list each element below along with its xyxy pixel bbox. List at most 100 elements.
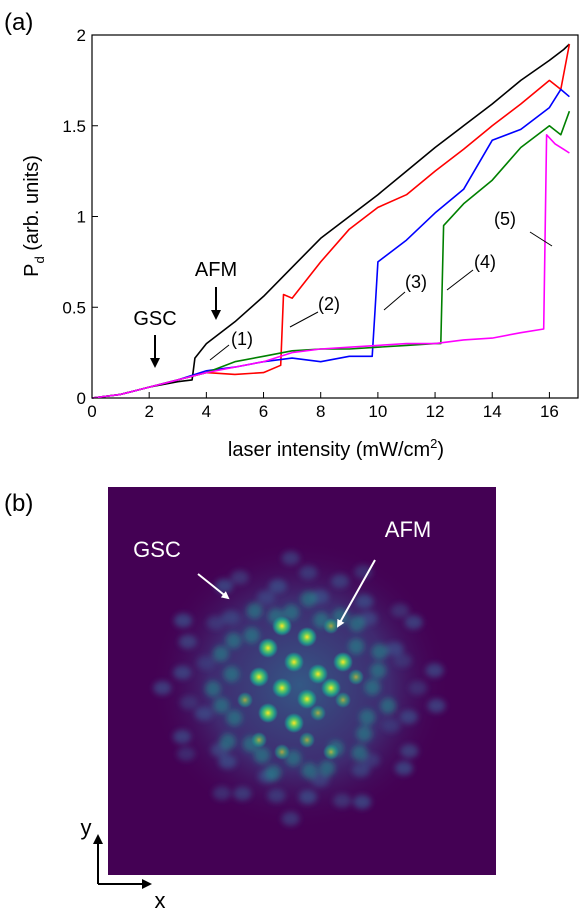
- halo-lobe: [257, 590, 276, 605]
- halo-lobe: [391, 603, 410, 618]
- x-tick-label: 0: [87, 402, 96, 421]
- y-axis-label-sub: d: [32, 256, 47, 263]
- curve-label-2: (2): [318, 294, 340, 314]
- halo-lobe: [268, 579, 287, 594]
- halo-lobe: [206, 615, 225, 630]
- halo-lobe: [225, 632, 242, 649]
- lattice-spot: [297, 689, 317, 709]
- x-tick-label: 16: [540, 402, 559, 421]
- halo-lobe: [219, 733, 236, 750]
- x-ticks: 0 2 4 6 8 10 12 14 16: [87, 392, 559, 421]
- halo-lobe: [212, 786, 231, 801]
- y-tick-label: 0: [77, 389, 86, 408]
- image-label-gsc: GSC: [133, 537, 181, 562]
- halo-lobe: [331, 574, 349, 589]
- halo-lobe: [301, 762, 318, 779]
- halo-lobe: [353, 795, 372, 809]
- halo-lobe: [213, 697, 230, 714]
- series-line-4: [91, 110, 571, 399]
- halo-lobe: [359, 709, 376, 726]
- lattice-spot: [299, 732, 315, 748]
- lattice-spot: [258, 638, 278, 658]
- halo-lobe: [300, 591, 317, 607]
- lattice-spot: [297, 627, 317, 647]
- halo-lobe: [243, 627, 260, 644]
- halo-lobe: [319, 760, 335, 777]
- x-tick-label: 10: [368, 402, 387, 421]
- y-tick-label: 1: [77, 208, 86, 227]
- halo-lobe: [370, 662, 387, 679]
- halo-lobe: [382, 718, 401, 733]
- lattice-spot: [272, 678, 292, 698]
- halo-lobe: [400, 744, 419, 759]
- leader-1: [209, 344, 230, 361]
- halo-lobe: [425, 663, 444, 678]
- image-label-afm: AFM: [385, 517, 431, 542]
- halo-lobe: [281, 811, 300, 826]
- y-axis-label-rest: (arb. units): [21, 155, 43, 256]
- x-axis-label-sup: 2: [430, 436, 437, 451]
- annotation-afm: AFM: [195, 259, 237, 281]
- halo-lobe: [223, 666, 240, 683]
- lattice-spot: [284, 713, 304, 733]
- lattice-spot: [348, 669, 364, 685]
- x-tick-label: 14: [483, 402, 502, 421]
- leader-2: [289, 311, 319, 328]
- halo-lobe: [399, 709, 418, 724]
- halo-lobe: [265, 764, 282, 781]
- panel-b-label: (b): [4, 490, 33, 517]
- halo-lobe: [215, 579, 234, 593]
- halo-lobe: [354, 564, 373, 579]
- halo-lobe: [333, 793, 352, 808]
- panel-a-label: (a): [4, 9, 33, 36]
- halo-lobe: [179, 695, 198, 710]
- y-tick-label: 0.5: [62, 298, 86, 317]
- x-tick-label: 6: [259, 402, 268, 421]
- halo-lobe: [218, 754, 237, 769]
- x-axis-label-main: laser intensity (mW/cm: [228, 439, 430, 461]
- lattice-spot: [251, 732, 267, 748]
- image-arrow-gsc: [197, 573, 230, 600]
- halo-lobe: [348, 638, 365, 655]
- lattice-spot: [308, 664, 328, 684]
- y-ticks: 0 0.5 1 1.5 2: [62, 26, 98, 408]
- halo-lobe: [311, 772, 330, 787]
- halo-lobe: [221, 610, 240, 625]
- halo-lobe: [299, 565, 318, 580]
- lattice-spot: [333, 652, 353, 672]
- halo-lobe: [351, 745, 368, 761]
- lattice-spot: [335, 692, 351, 708]
- halo-lobe: [246, 602, 263, 619]
- halo-lobe: [173, 665, 192, 680]
- x-tick-label: 4: [202, 402, 211, 421]
- halo-lobe: [233, 786, 252, 801]
- halo-lobe: [226, 710, 243, 726]
- halo-lobe: [177, 746, 195, 761]
- image-arrow-afm: [337, 559, 376, 628]
- y-axis-label: Pd (arb. units): [21, 155, 47, 277]
- curve-label-5: (5): [494, 209, 516, 229]
- x-tick-label: 12: [426, 402, 445, 421]
- axis-x-label: x: [155, 888, 166, 913]
- y-axis-label-main: P: [21, 264, 43, 277]
- annotation-gsc: GSC: [133, 308, 176, 330]
- series-line-1: [91, 43, 570, 399]
- halo-lobe: [267, 788, 286, 803]
- halo-lobe: [393, 653, 412, 668]
- x-axis-label: laser intensity (mW/cm2): [228, 436, 444, 461]
- halo-lobe: [194, 706, 213, 721]
- curve-label-1: (1): [231, 329, 253, 349]
- halo-lobe: [283, 604, 300, 621]
- spot-layer: [237, 616, 364, 760]
- leader-5: [529, 231, 553, 247]
- series-line-5: [91, 134, 570, 399]
- beam-image: GSC AFM: [108, 487, 496, 875]
- halo-lobe: [254, 747, 270, 764]
- chart-a: 0 2 4 6 8 10 12 14 16 0 0.5 1 1.5 2 laser intensity …: [21, 26, 579, 461]
- halo-lobe: [380, 697, 397, 714]
- halo-lobe: [385, 642, 404, 656]
- curve-label-4: (4): [474, 252, 496, 272]
- orientation-axes: y x: [81, 815, 166, 913]
- x-tick-label: 8: [316, 402, 325, 421]
